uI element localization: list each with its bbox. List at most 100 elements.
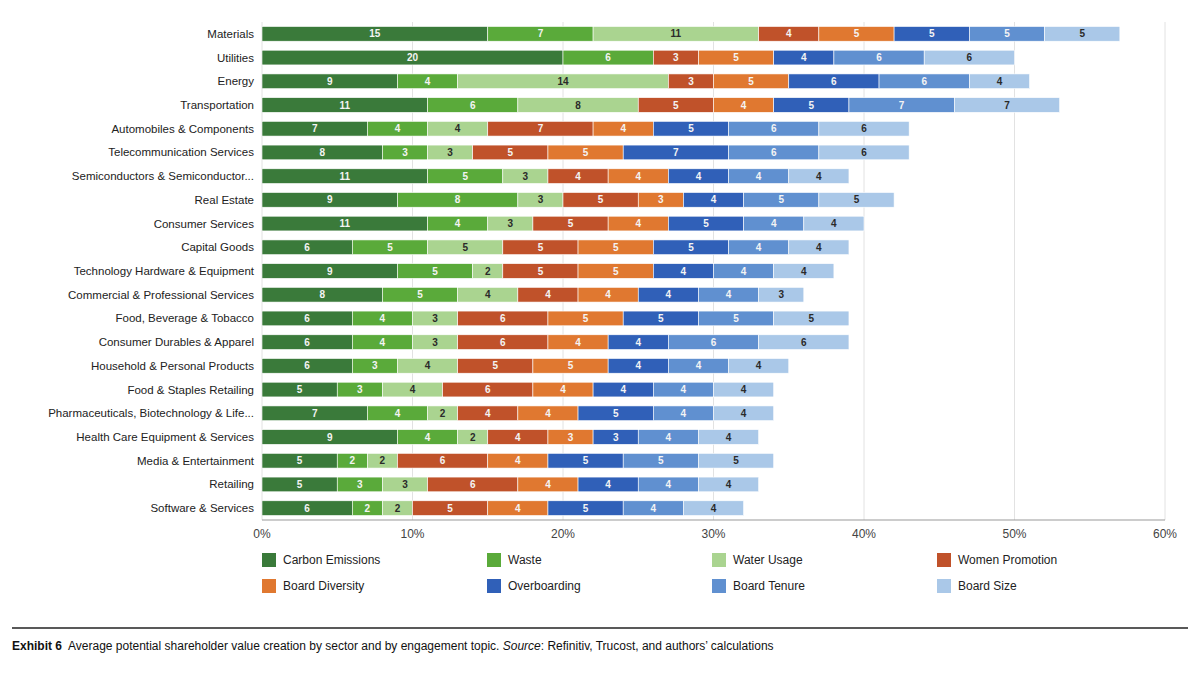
bar-segment bbox=[714, 406, 774, 421]
bar-segment bbox=[413, 335, 458, 350]
data-label: 5 bbox=[583, 147, 589, 158]
grid-line bbox=[1014, 22, 1015, 520]
bar-segment bbox=[262, 216, 428, 231]
bar-segment bbox=[548, 453, 623, 468]
bar-segment bbox=[623, 311, 698, 326]
data-label: 5 bbox=[854, 28, 860, 39]
series bbox=[683, 27, 1119, 516]
bar-segment bbox=[653, 50, 698, 65]
data-label: 5 bbox=[462, 171, 468, 182]
data-label: 2 bbox=[440, 408, 446, 419]
data-label: 4 bbox=[651, 503, 657, 514]
grid-line bbox=[1165, 22, 1166, 520]
bar-segment bbox=[563, 50, 653, 65]
data-label: 3 bbox=[673, 52, 679, 63]
bar-segment bbox=[623, 145, 728, 160]
bar-segment bbox=[458, 74, 669, 89]
legend-swatch bbox=[262, 579, 276, 593]
data-label: 5 bbox=[688, 242, 694, 253]
bar-segment bbox=[729, 359, 789, 374]
data-label: 11 bbox=[339, 218, 350, 229]
bar-segment bbox=[593, 382, 653, 397]
data-label: 20 bbox=[407, 52, 419, 63]
bar-segment bbox=[458, 287, 518, 302]
bar-segment bbox=[683, 501, 743, 516]
bar-segment bbox=[413, 501, 488, 516]
series bbox=[548, 27, 969, 516]
data-label: 6 bbox=[605, 52, 611, 63]
data-label: 5 bbox=[598, 194, 604, 205]
bar-segment bbox=[849, 98, 954, 113]
bar-segment bbox=[578, 264, 653, 279]
data-label: 6 bbox=[485, 384, 491, 395]
caption-part: Exhibit 6 bbox=[12, 639, 62, 653]
bar-segment bbox=[262, 287, 382, 302]
bar-segment bbox=[759, 287, 804, 302]
data-label: 5 bbox=[583, 313, 589, 324]
legend-label: Water Usage bbox=[733, 553, 803, 567]
bar-segment bbox=[653, 406, 713, 421]
bar-segment bbox=[819, 121, 909, 136]
bar-segment bbox=[744, 193, 819, 208]
data-label: 4 bbox=[756, 171, 762, 182]
bar-segment bbox=[262, 501, 352, 516]
data-label: 7 bbox=[538, 123, 544, 134]
bar-segment bbox=[488, 453, 548, 468]
legend-label: Board Diversity bbox=[283, 579, 364, 593]
bar-segment bbox=[503, 264, 578, 279]
bar-segment bbox=[518, 477, 578, 492]
category-label: Capital Goods bbox=[181, 241, 254, 253]
data-label: 4 bbox=[410, 384, 416, 395]
data-label: 6 bbox=[470, 100, 476, 111]
data-label: 2 bbox=[485, 266, 491, 277]
data-label: 4 bbox=[711, 194, 717, 205]
x-tick-label: 60% bbox=[1153, 527, 1177, 541]
data-label: 2 bbox=[470, 432, 476, 443]
data-label: 6 bbox=[771, 147, 777, 158]
data-label: 2 bbox=[395, 503, 401, 514]
data-label: 4 bbox=[425, 360, 431, 371]
bar-segment bbox=[262, 382, 337, 397]
data-label: 4 bbox=[575, 171, 581, 182]
bar-segment bbox=[488, 27, 593, 42]
caption-part: : Refinitiv, Trucost, and authors’ calcu… bbox=[541, 639, 774, 653]
bar-segment bbox=[729, 121, 819, 136]
data-label: 5 bbox=[1079, 28, 1085, 39]
data-label: 5 bbox=[297, 455, 303, 466]
bar-segment bbox=[473, 264, 503, 279]
bar-segment bbox=[714, 98, 774, 113]
bar-segment bbox=[382, 382, 442, 397]
data-label: 2 bbox=[350, 455, 356, 466]
bar-segment bbox=[262, 169, 428, 184]
data-label: 5 bbox=[538, 266, 544, 277]
data-label: 7 bbox=[899, 100, 905, 111]
category-label: Real Estate bbox=[195, 194, 254, 206]
data-label: 4 bbox=[816, 171, 822, 182]
data-label: 5 bbox=[538, 242, 544, 253]
data-label: 5 bbox=[733, 52, 739, 63]
data-label: 5 bbox=[929, 28, 935, 39]
data-label: 5 bbox=[613, 242, 619, 253]
bar-segment bbox=[578, 406, 653, 421]
data-label: 3 bbox=[447, 147, 453, 158]
data-label: 5 bbox=[733, 455, 739, 466]
data-label: 6 bbox=[304, 313, 310, 324]
legend-label: Overboarding bbox=[508, 579, 581, 593]
data-label: 4 bbox=[425, 76, 431, 87]
bar-segment bbox=[337, 453, 367, 468]
data-label: 2 bbox=[365, 503, 371, 514]
bar-segment bbox=[262, 311, 352, 326]
x-tick-label: 0% bbox=[253, 527, 271, 541]
data-label: 4 bbox=[560, 384, 566, 395]
category-label: Commercial & Professional Services bbox=[68, 289, 254, 301]
bar-segment bbox=[262, 193, 397, 208]
bar-segment bbox=[548, 335, 608, 350]
bar-segment bbox=[789, 240, 849, 255]
data-label: 5 bbox=[688, 123, 694, 134]
data-label: 3 bbox=[402, 479, 408, 490]
data-label: 9 bbox=[327, 194, 333, 205]
data-label: 4 bbox=[545, 289, 551, 300]
bar-segment bbox=[698, 50, 773, 65]
data-label: 5 bbox=[733, 313, 739, 324]
bar-segment bbox=[488, 501, 548, 516]
